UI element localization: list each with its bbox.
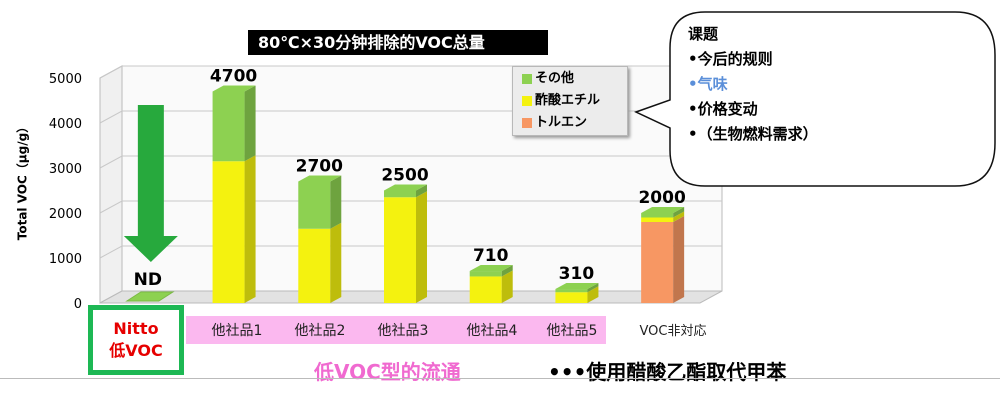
down-arrow-head xyxy=(123,236,178,262)
category-label-5: 他社品5 xyxy=(546,323,598,339)
bar-7-segment-3 xyxy=(641,213,674,218)
callout-item-4: •（生物燃料需求） xyxy=(688,125,818,143)
bar-5-segment-3-side xyxy=(501,265,513,277)
bar-5-segment-2 xyxy=(469,276,502,303)
nitto-category-box: Nitto 低VOC xyxy=(88,305,184,375)
bar-2-segment-3-side xyxy=(244,85,256,162)
callout-item-3: •价格变动 xyxy=(688,100,758,118)
legend-label-ethyl-acetate: 酢酸エチル xyxy=(535,93,601,108)
bar-3-top xyxy=(298,175,342,182)
gridline-3000 xyxy=(99,155,722,169)
bar-3-segment-3-side xyxy=(330,175,342,229)
chart-legend: その他 酢酸エチル トルエン xyxy=(512,66,628,136)
bar-7-segment-2-side xyxy=(673,211,685,222)
flow-caption: 低VOC型的流通 xyxy=(314,360,461,384)
bar-4-segment-3 xyxy=(384,190,416,198)
legend-swatch-other xyxy=(522,74,532,84)
value-label-2: 4700 xyxy=(210,67,257,87)
y-tick-label-5000: 5000 xyxy=(49,72,82,87)
gridline-1000 xyxy=(99,245,722,259)
bar-6-top xyxy=(555,283,599,290)
bar-4-top xyxy=(384,184,427,191)
bar-6-segment-3-side xyxy=(587,283,599,293)
legend-item-ethyl-acetate: 酢酸エチル xyxy=(513,91,627,111)
y-tick-label-0: 0 xyxy=(74,297,82,312)
legend-label-other: その他 xyxy=(535,71,575,86)
bar-6-segment-2-side xyxy=(587,286,599,303)
bar-3-segment-3 xyxy=(298,181,331,229)
category-label-2: 他社品2 xyxy=(294,323,346,339)
value-label-5: 710 xyxy=(473,246,509,266)
category-label-1: 他社品1 xyxy=(211,323,263,339)
legend-item-toluene: トルエン xyxy=(513,113,627,133)
bar-5-segment-3 xyxy=(469,271,502,277)
value-label-3: 2700 xyxy=(296,157,343,177)
bar-7-segment-1 xyxy=(641,222,674,303)
value-label-7: 2000 xyxy=(638,188,685,208)
bottom-note: •••使用醋酸乙酯取代甲苯 xyxy=(548,360,787,384)
y-tick-label-1000: 1000 xyxy=(49,252,82,267)
bar-2-segment-2 xyxy=(212,161,245,303)
legend-item-other: その他 xyxy=(513,69,627,89)
value-label-6: 310 xyxy=(559,264,595,284)
bar-6-segment-2 xyxy=(555,292,588,303)
bar-4-segment-2-side xyxy=(416,191,427,303)
competitor-band xyxy=(186,316,606,344)
value-label-1: ND xyxy=(134,270,162,290)
nitto-label-line2: 低VOC xyxy=(109,341,163,360)
category-label-voc-nonsupport: VOC非対応 xyxy=(639,324,707,339)
callout-item-1: •今后的规则 xyxy=(688,50,773,68)
chart-side-wall xyxy=(99,65,123,304)
down-arrow-shaft xyxy=(137,105,164,238)
divider-line xyxy=(0,378,1000,379)
y-tick-label-2000: 2000 xyxy=(49,207,82,222)
bar-2-top xyxy=(212,85,256,92)
bar-6-segment-3 xyxy=(555,289,588,293)
legend-swatch-toluene xyxy=(522,118,532,128)
y-tick-label-3000: 3000 xyxy=(49,162,82,177)
callout-text: 课题 •今后的规则 •气味 •价格变动 •（生物燃料需求） xyxy=(688,22,818,147)
bar-7-top xyxy=(641,207,685,213)
legend-label-toluene: トルエン xyxy=(535,115,588,130)
bar-2-segment-2-side xyxy=(244,155,256,303)
value-label-4: 2500 xyxy=(381,166,428,186)
bar-7-segment-1-side xyxy=(673,216,685,303)
legend-swatch-ethyl-acetate xyxy=(522,96,532,106)
bar-4-segment-3-side xyxy=(416,184,427,198)
bar-2-segment-3 xyxy=(212,91,245,162)
bar-7-segment-3-side xyxy=(673,207,685,218)
callout-heading: 课题 xyxy=(688,25,719,43)
callout-bubble xyxy=(634,11,996,187)
bar-1-slab xyxy=(125,291,175,302)
gridline-2000 xyxy=(99,200,722,214)
bar-3-segment-2 xyxy=(298,228,331,303)
bar-5-segment-2-side xyxy=(501,270,513,303)
chart-title: 80℃×30分钟排除的VOC总量 xyxy=(248,30,548,55)
bar-3-segment-2-side xyxy=(330,222,342,303)
callout-item-2: •气味 xyxy=(688,75,728,93)
y-axis-label: Total VOC（μg/g） xyxy=(15,120,30,241)
y-tick-label-4000: 4000 xyxy=(49,117,82,132)
nitto-label-line1: Nitto xyxy=(113,319,159,338)
category-label-3: 他社品3 xyxy=(377,323,429,339)
bar-5-top xyxy=(469,265,513,272)
bar-7-segment-2 xyxy=(641,217,674,222)
bar-4-segment-2 xyxy=(384,197,416,303)
category-label-4: 他社品4 xyxy=(466,323,518,339)
